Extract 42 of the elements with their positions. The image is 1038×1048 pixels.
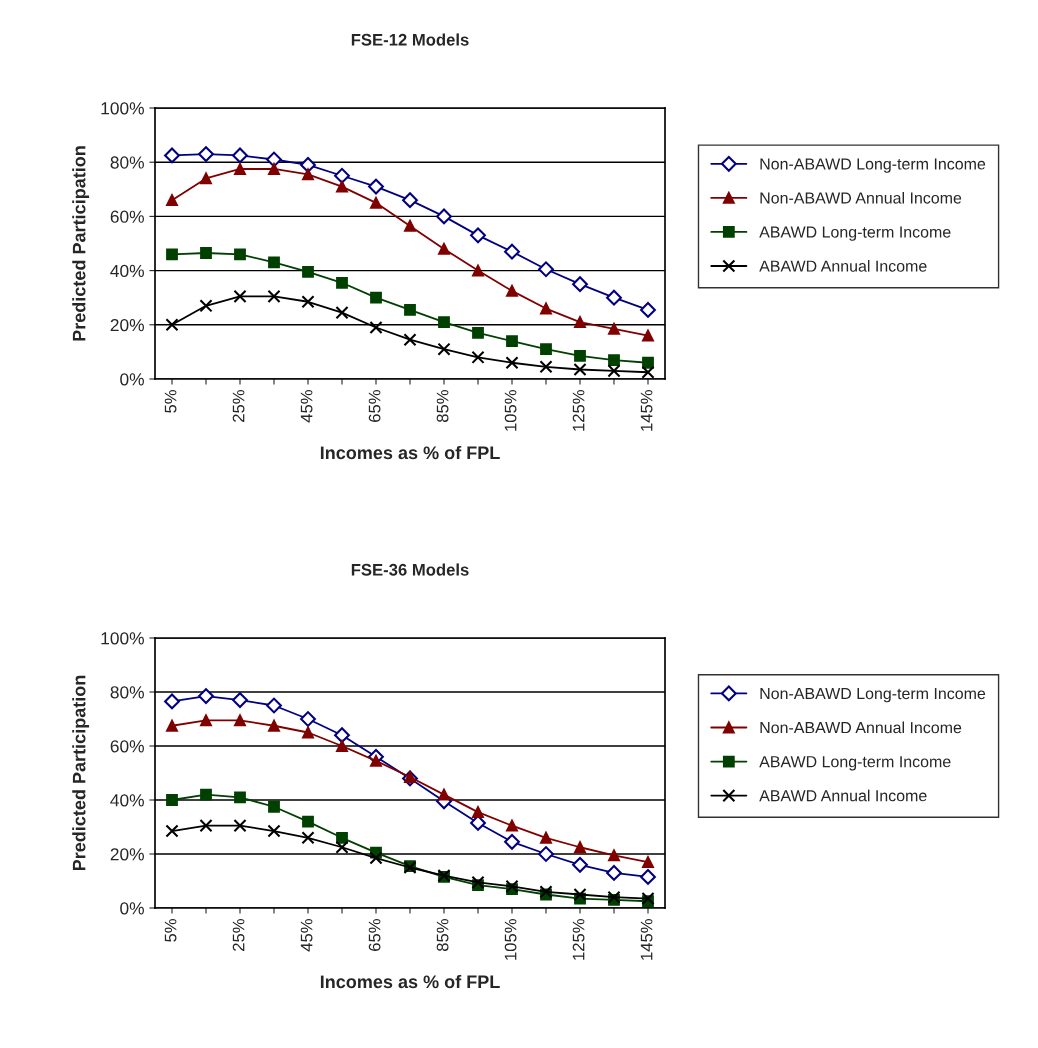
legend-label: Non-ABAWD Long-term Income [760, 158, 986, 173]
y-tick-label: 100% [101, 102, 144, 115]
x-tick-label: 25% [232, 390, 245, 422]
x-tick-label: 5% [164, 919, 177, 942]
y-tick-label: 40% [110, 794, 144, 807]
y-tick-label: 20% [110, 318, 144, 332]
x-tick-label: 85% [436, 919, 449, 952]
x-tick-label: 5% [164, 390, 177, 413]
x-tick-label: 145% [640, 390, 653, 431]
y-tick-label: 20% [110, 848, 144, 861]
x-tick-label: 105% [504, 390, 517, 431]
legend-label: ABAWD Long-term Income [759, 226, 951, 241]
y-tick-label: 0% [120, 902, 144, 915]
y-tick-label: 0% [120, 373, 144, 386]
x-tick-label: 65% [368, 919, 381, 951]
legend-label: ABAWD Long-term Income [759, 756, 951, 771]
x-tick-label: 45% [300, 390, 313, 423]
y-tick-label: 80% [110, 686, 144, 699]
x-tick-label: 125% [572, 919, 585, 960]
legend-label: ABAWD Annual Income [759, 260, 927, 272]
y-tick-label: 100% [101, 632, 144, 645]
legend-label: Non-ABAWD Annual Income [760, 721, 962, 734]
y-axis-title: Predicted Participation [72, 675, 90, 871]
x-tick-label: 45% [300, 919, 313, 952]
y-tick-label: 60% [110, 210, 144, 223]
x-tick-label: 125% [572, 390, 585, 431]
legend-label: ABAWD Annual Income [759, 789, 927, 802]
y-tick-label: 60% [110, 740, 144, 753]
y-axis-title: Predicted Participation [72, 146, 90, 341]
x-tick-label: 65% [368, 390, 381, 422]
x-tick-label: 85% [436, 390, 449, 423]
x-tick-label: 25% [232, 919, 245, 951]
y-tick-label: 40% [110, 264, 144, 278]
legend-label: Non-ABAWD Annual Income [760, 191, 962, 204]
x-axis-title: Incomes as % of FPL [320, 445, 500, 460]
x-tick-label: 105% [504, 919, 517, 960]
x-axis-title: Incomes as % of FPL [320, 974, 500, 989]
y-tick-label: 80% [110, 156, 144, 169]
chart-title: FSE-12 Models [351, 33, 469, 46]
x-tick-label: 145% [640, 919, 653, 960]
chart-title: FSE-36 Models [351, 563, 469, 576]
legend-label: Non-ABAWD Long-term Income [760, 688, 986, 703]
